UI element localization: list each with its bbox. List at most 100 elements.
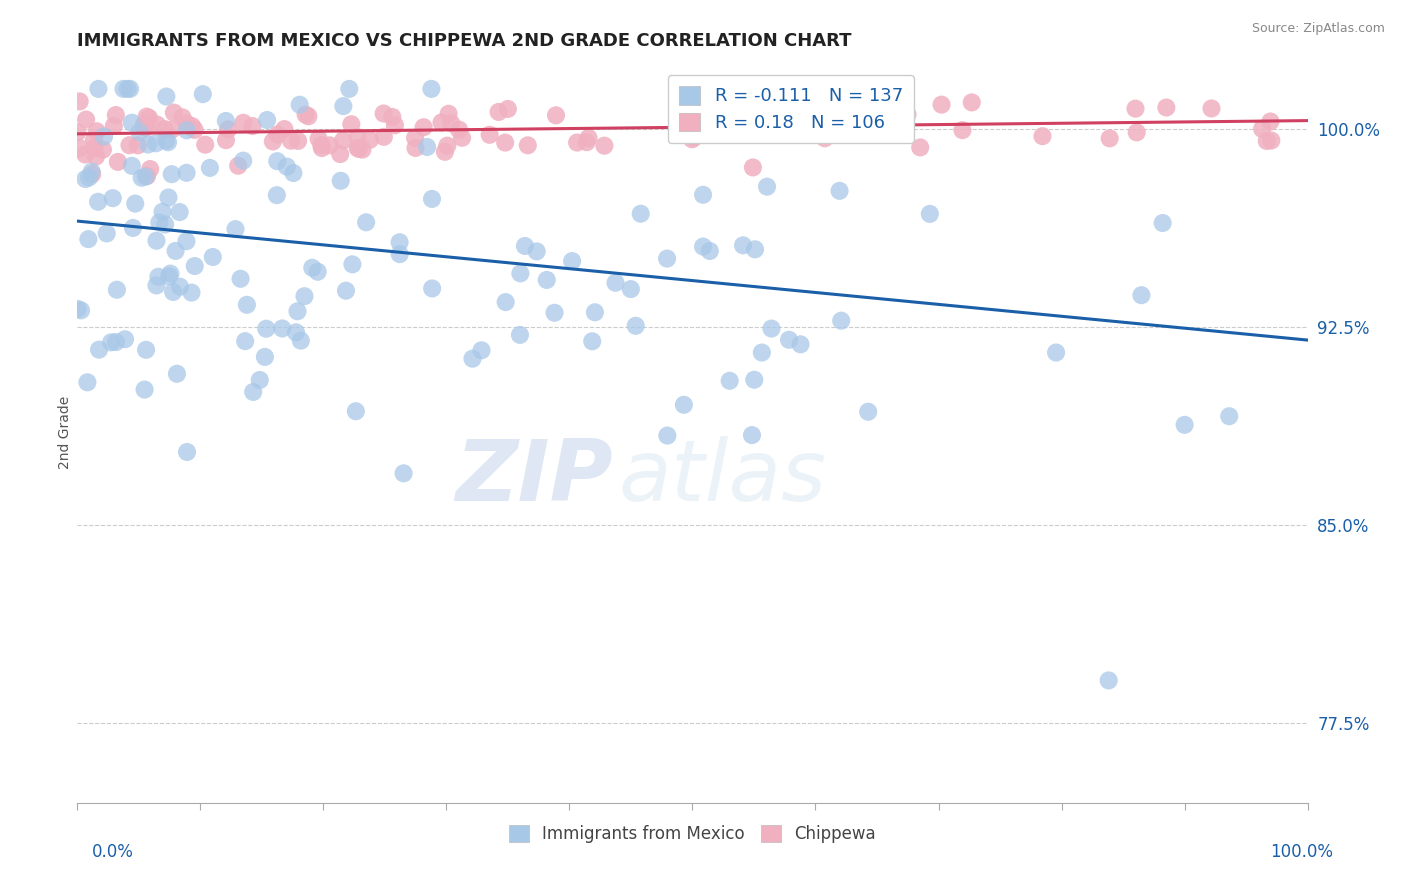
Point [93, 129, 115, 144]
Point [66, 301, 89, 316]
Point [287, 304, 309, 318]
Point [420, 192, 443, 206]
Point [145, 234, 167, 248]
Point [131, 170, 153, 185]
Point [544, 108, 567, 122]
Point [526, 244, 548, 259]
Point [1201, 102, 1223, 116]
Point [145, 136, 167, 151]
Point [87, 194, 110, 209]
Point [1031, 129, 1053, 144]
Point [416, 140, 439, 154]
Point [117, 82, 139, 96]
Point [681, 132, 703, 146]
Point [181, 119, 204, 133]
Text: IMMIGRANTS FROM MEXICO VS CHIPPEWA 2ND GRADE CORRELATION CHART: IMMIGRANTS FROM MEXICO VS CHIPPEWA 2ND G… [77, 32, 852, 50]
Point [707, 125, 730, 139]
Point [311, 141, 333, 155]
Point [335, 284, 357, 298]
Point [731, 238, 754, 252]
Point [346, 130, 368, 145]
Point [794, 112, 817, 127]
Point [329, 147, 352, 161]
Point [384, 118, 406, 132]
Point [918, 207, 941, 221]
Point [392, 467, 415, 481]
Text: Source: ZipAtlas.com: Source: ZipAtlas.com [1251, 22, 1385, 36]
Point [655, 252, 678, 266]
Text: 0.0%: 0.0% [91, 843, 134, 861]
Point [412, 120, 434, 135]
Point [420, 281, 443, 295]
Point [103, 119, 125, 133]
Point [249, 373, 271, 387]
Point [242, 384, 264, 399]
Point [828, 184, 851, 198]
Point [176, 445, 198, 459]
Point [135, 120, 157, 135]
Point [232, 116, 254, 130]
Point [488, 104, 510, 119]
Point [283, 166, 305, 180]
Point [908, 140, 931, 154]
Point [952, 123, 974, 137]
Point [509, 327, 531, 342]
Point [856, 405, 879, 419]
Point [630, 207, 652, 221]
Point [118, 138, 141, 153]
Point [311, 138, 333, 153]
Point [751, 345, 773, 359]
Point [159, 267, 181, 281]
Point [273, 122, 295, 136]
Point [148, 269, 170, 284]
Point [931, 97, 953, 112]
Text: atlas: atlas [619, 435, 827, 518]
Point [1156, 101, 1178, 115]
Point [494, 136, 516, 150]
Point [276, 160, 298, 174]
Point [830, 314, 852, 328]
Point [114, 332, 136, 346]
Point [342, 257, 364, 271]
Point [136, 137, 159, 152]
Point [583, 305, 606, 319]
Point [673, 106, 696, 120]
Point [496, 102, 519, 116]
Point [134, 383, 156, 397]
Point [605, 276, 627, 290]
Point [332, 133, 354, 147]
Point [135, 169, 157, 184]
Point [96, 227, 118, 241]
Point [215, 133, 238, 147]
Point [138, 111, 160, 125]
Point [440, 116, 463, 130]
Point [344, 404, 367, 418]
Point [1098, 131, 1121, 145]
Point [66, 125, 89, 139]
Point [75, 112, 97, 127]
Point [176, 116, 198, 130]
Point [287, 134, 309, 148]
Point [165, 244, 187, 258]
Point [157, 135, 180, 149]
Point [1045, 345, 1067, 359]
Point [194, 137, 217, 152]
Point [896, 107, 918, 121]
Point [253, 350, 276, 364]
Point [215, 114, 238, 128]
Point [744, 243, 766, 257]
Point [155, 89, 177, 103]
Point [832, 118, 855, 132]
Point [135, 110, 157, 124]
Point [683, 130, 706, 145]
Point [172, 111, 194, 125]
Point [70, 303, 93, 318]
Point [433, 145, 456, 159]
Point [160, 167, 183, 181]
Point [516, 138, 538, 153]
Point [593, 138, 616, 153]
Point [478, 128, 501, 142]
Point [565, 136, 588, 150]
Point [226, 159, 249, 173]
Point [561, 254, 583, 268]
